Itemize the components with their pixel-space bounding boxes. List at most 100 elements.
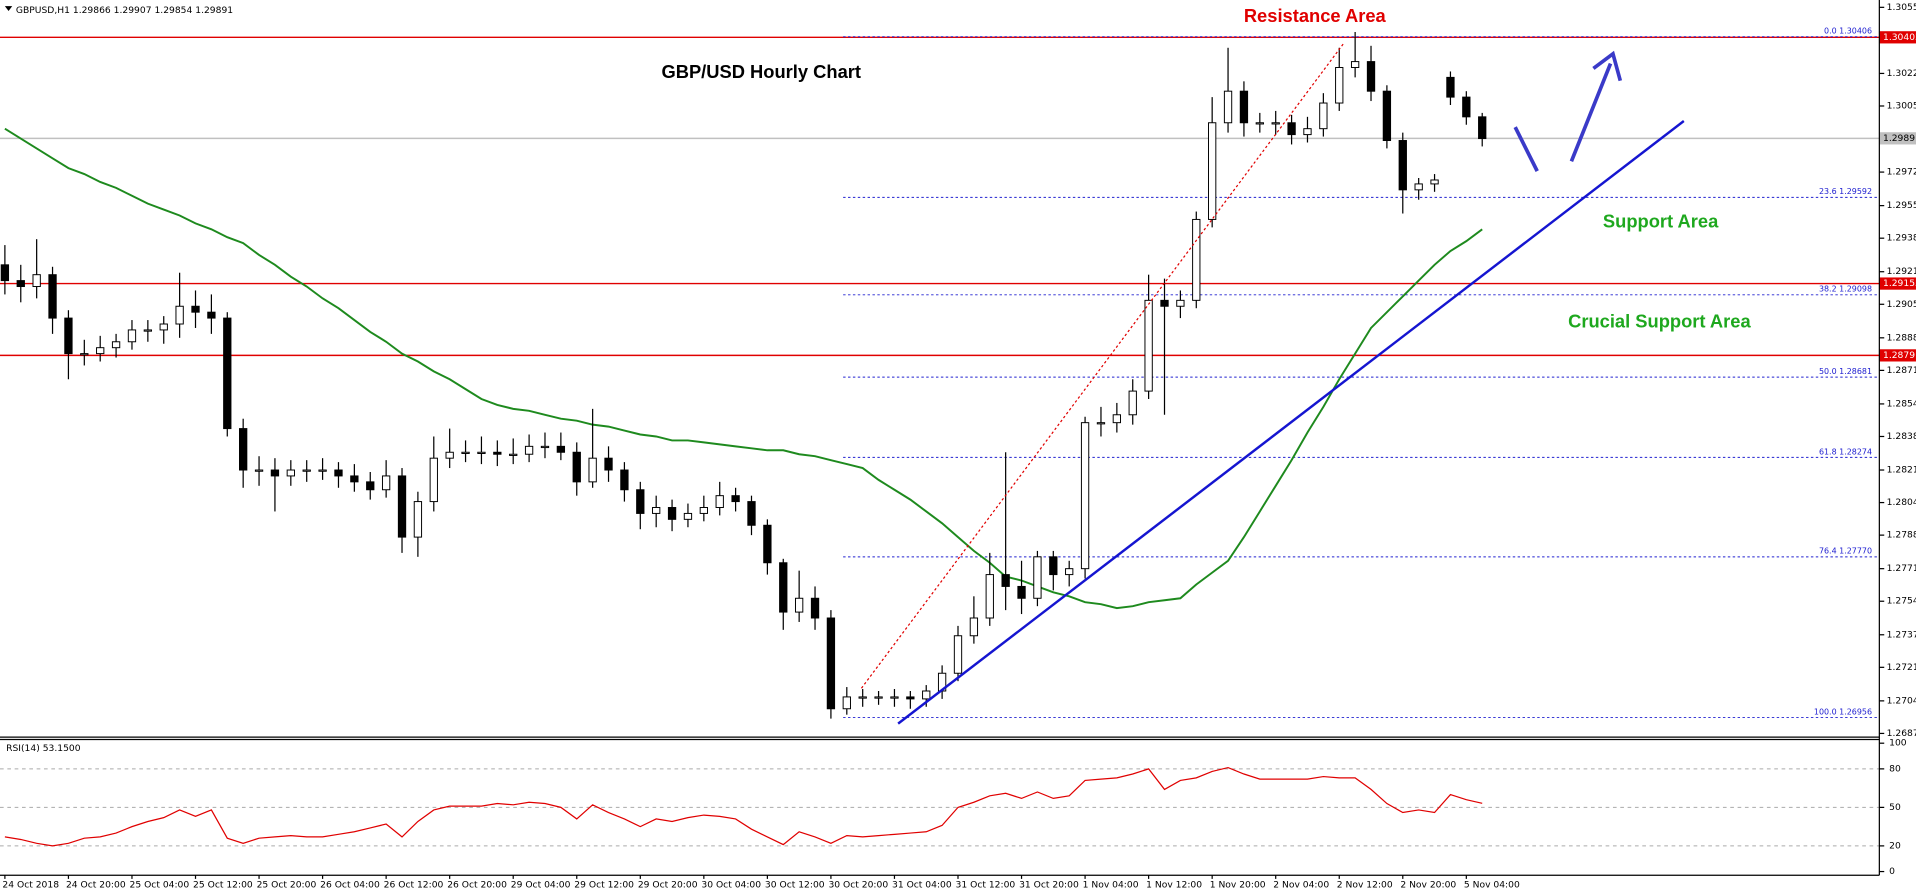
- quote: 1.29891: [195, 4, 233, 15]
- candle-body: [652, 507, 661, 514]
- candle-body: [159, 323, 168, 331]
- chart-title: GBP/USD Hourly Chart: [661, 61, 861, 82]
- candle-body: [1366, 61, 1376, 92]
- x-tick-label: 30 Oct 04:00: [701, 879, 761, 890]
- candle-body: [874, 696, 883, 699]
- y-tick-label: 1.28210: [1887, 465, 1916, 476]
- x-tick-label: 29 Oct 12:00: [574, 879, 634, 890]
- candle-body: [111, 341, 121, 349]
- y-tick-label: 1.27880: [1887, 530, 1916, 541]
- candle-body: [1319, 102, 1328, 130]
- candle-body: [1176, 299, 1185, 307]
- fib-level-name: 0.0: [1824, 26, 1837, 35]
- candle-body: [540, 445, 550, 449]
- x-tick-label: 25 Oct 12:00: [193, 879, 253, 890]
- x-tick-label: 24 Oct 2018: [2, 879, 59, 890]
- y-tick-label: 1.28880: [1887, 332, 1916, 343]
- price-box-label: 1.30403: [1883, 32, 1916, 43]
- candle-body: [556, 445, 566, 453]
- candle-body: [1223, 90, 1233, 124]
- x-tick-label: 24 Oct 20:00: [66, 879, 126, 890]
- candle-body: [715, 495, 724, 508]
- candle-body: [588, 457, 597, 483]
- candle-body: [493, 451, 502, 455]
- moving-average: [4, 127, 1483, 610]
- fib-label: 0.0 1.30406: [1824, 26, 1872, 35]
- candle-body: [239, 428, 248, 471]
- price-box-label: 1.29155: [1883, 278, 1916, 289]
- candle-body: [302, 469, 311, 472]
- y-tick-label: 80: [1889, 763, 1901, 774]
- marks-layer: [0, 31, 1487, 847]
- x-tick-label: 30 Oct 20:00: [828, 879, 888, 890]
- fib-label: 76.4 1.27770: [1819, 546, 1872, 555]
- arrow-down: [1513, 126, 1539, 172]
- candle-body: [270, 469, 280, 477]
- x-tick-label: 2 Nov 12:00: [1337, 879, 1393, 890]
- candle-body: [381, 475, 391, 491]
- x-tick-label: 26 Oct 12:00: [384, 879, 444, 890]
- rsi-last: 53.1500: [43, 743, 81, 754]
- y-tick-label: 1.27210: [1887, 662, 1916, 673]
- price-box: [1879, 31, 1916, 44]
- candle-body: [699, 507, 708, 514]
- y-tick-label: 1.26875: [1887, 728, 1916, 739]
- candle-body: [207, 311, 216, 319]
- candle-body: [509, 453, 518, 456]
- candle-body: [461, 451, 470, 454]
- y-tick-label: 0: [1889, 866, 1895, 877]
- candle-body: [80, 353, 89, 356]
- candle-body: [1255, 122, 1264, 125]
- fib-price: 1.29098: [1839, 284, 1872, 293]
- fib-label: 100.0 1.26956: [1814, 707, 1872, 716]
- y-tick-label: 1.27710: [1887, 563, 1916, 574]
- candle-body: [334, 469, 343, 477]
- candle-body: [826, 617, 836, 710]
- candle-body: [445, 451, 454, 459]
- candle-body: [1271, 122, 1280, 125]
- candle-body: [1446, 76, 1455, 98]
- candle-body: [810, 597, 820, 619]
- price-box: [1879, 349, 1916, 362]
- fib-price: 1.29592: [1839, 187, 1872, 196]
- candle-body: [858, 696, 867, 699]
- under-layer: [0, 36, 1880, 847]
- candle-body: [127, 329, 137, 343]
- candle-body: [1462, 96, 1471, 118]
- trend-line: [897, 120, 1685, 725]
- candle-body: [1287, 122, 1296, 136]
- quote: 1.29907: [114, 4, 152, 15]
- y-tick-label: 20: [1889, 840, 1901, 851]
- candle-body: [731, 495, 740, 503]
- candle-body: [794, 597, 804, 613]
- candle-body: [175, 305, 184, 325]
- x-tick-label: 26 Oct 20:00: [447, 879, 507, 890]
- candle-body: [1096, 422, 1106, 425]
- fib-price: 1.30406: [1839, 26, 1872, 35]
- candle-body: [1160, 299, 1169, 307]
- candle-body: [747, 501, 756, 526]
- y-tick-label: 1.29550: [1887, 200, 1916, 211]
- price-box-label: 1.28791: [1883, 350, 1916, 361]
- y-tick-label: 1.28380: [1887, 431, 1916, 442]
- rsi-header: RSI(14) 53.1500: [6, 743, 81, 754]
- x-tick-label: 1 Nov 04:00: [1083, 879, 1139, 890]
- annotation: Support Area: [1603, 210, 1719, 231]
- rsi-line: [4, 766, 1483, 847]
- x-tick-label: 31 Oct 04:00: [892, 879, 952, 890]
- arrow-up: [1569, 62, 1613, 163]
- candle-body: [1208, 122, 1217, 220]
- candle-body: [1414, 183, 1423, 191]
- y-tick-label: 1.30055: [1887, 100, 1916, 111]
- fib-level-name: 76.4: [1819, 546, 1837, 555]
- price-box: [1879, 277, 1916, 290]
- fib-price: 1.27770: [1839, 546, 1872, 555]
- fib-level-name: 38.2: [1819, 284, 1837, 293]
- y-tick-label: 50: [1889, 802, 1901, 813]
- candle-body: [254, 469, 264, 472]
- x-tick-label: 1 Nov 12:00: [1146, 879, 1202, 890]
- arrow-head: [1592, 50, 1623, 82]
- candle-body: [16, 280, 25, 288]
